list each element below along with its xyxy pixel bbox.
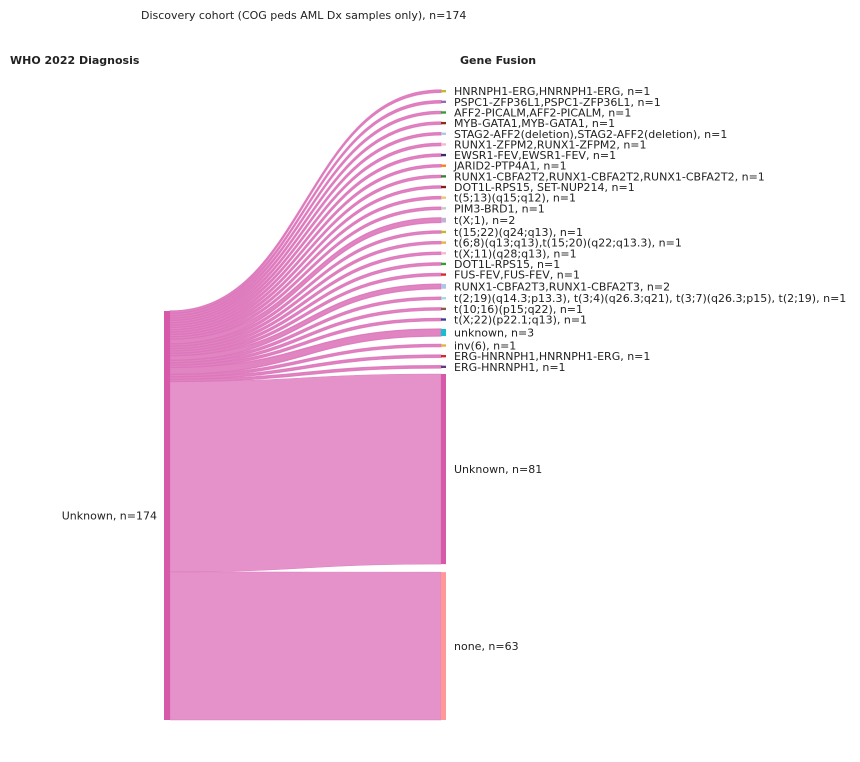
link-dot1l-rps15-set-nup214 (169, 185, 442, 336)
node-t-10-16-p15-q22-20 (441, 307, 446, 311)
node-t-5-13-q15-q12-10 (441, 196, 446, 199)
target-label-pim3-brd1-11: PIM3-BRD1, n=1 (454, 202, 545, 215)
target-label-erg-hnrnph1-25: ERG-HNRNPH1, n=1 (454, 361, 566, 374)
source-label: Unknown, n=174 (62, 510, 157, 523)
link-hnrnph1-erg-hnrnph1-erg (169, 89, 442, 314)
right-column-header: Gene Fusion (460, 54, 537, 67)
target-label-t-15-22-q24-q13-13: t(15;22)(q24;q13), n=1 (454, 226, 583, 239)
link-runx1-zfpm2-runx1-zfpm2 (169, 142, 442, 326)
target-label-t-5-13-q15-q12-10: t(5;13)(q15;q12), n=1 (454, 192, 576, 205)
target-label-jarid2-ptp4a1-7: JARID2-PTP4A1, n=1 (453, 160, 567, 173)
target-label-runx1-cbfa2t3-runx1-cbfa2t3-18: RUNX1-CBFA2T3,RUNX1-CBFA2T3, n=2 (454, 280, 670, 293)
node-t-x-22-p22-1-q13-21 (441, 318, 446, 321)
node-aff2-picalm-aff2-picalm-2 (441, 111, 446, 114)
target-label-t-x-1-12: t(X;1), n=2 (454, 214, 515, 227)
target-label-pspc1-zfp36l1-pspc1-zfp36l1-1: PSPC1-ZFP36L1,PSPC1-ZFP36L1, n=1 (454, 96, 661, 109)
target-label-hnrnph1-erg-hnrnph1-erg-0: HNRNPH1-ERG,HNRNPH1-ERG, n=1 (454, 85, 650, 98)
node-none-27 (441, 572, 446, 720)
target-label-t-2-19-q14-3-p13-3-t-3-4-q26-3-q21-t-3-7-q26-3-p15-t-2-19-19: t(2;19)(q14.3;p13.3), t(3;4)(q26.3;q21),… (454, 292, 846, 305)
node-stag2-aff2-deletion-stag2-aff2-deletion-4 (441, 132, 446, 135)
node-hnrnph1-erg-hnrnph1-erg-0 (441, 90, 446, 93)
target-label-runx1-cbfa2t2-runx1-cbfa2t2-runx1-cbfa2t2-8: RUNX1-CBFA2T2,RUNX1-CBFA2T2,RUNX1-CBFA2T… (454, 170, 765, 183)
target-label-inv-6-23: inv(6), n=1 (454, 340, 516, 353)
sankey-links (169, 89, 442, 721)
node-t-x-1-12 (441, 217, 446, 223)
node-t-6-8-q13-q13-t-15-20-q22-q13-3-14 (441, 241, 446, 244)
node-jarid2-ptp4a1-7 (441, 164, 446, 167)
link-none (169, 571, 442, 721)
target-label-fus-fev-fus-fev-17: FUS-FEV,FUS-FEV, n=1 (454, 269, 580, 282)
link-runx1-cbfa2t2-runx1-cbfa2t2-runx1-cbfa2t2 (169, 174, 442, 333)
link-ewsr1-fev-ewsr1-fev (169, 153, 442, 329)
chart-title: Discovery cohort (COG peds AML Dx sample… (141, 9, 467, 22)
link-t-x-1 (169, 217, 442, 345)
node-inv-6-23 (441, 344, 446, 347)
node-erg-hnrnph1-hnrnph1-erg-24 (441, 354, 446, 358)
target-label-aff2-picalm-aff2-picalm-2: AFF2-PICALM,AFF2-PICALM, n=1 (454, 106, 631, 119)
target-label-myb-gata1-myb-gata1-3: MYB-GATA1,MYB-GATA1, n=1 (454, 117, 615, 130)
node-ewsr1-fev-ewsr1-fev-6 (441, 153, 446, 157)
link-t-6-8-q13-q13-t-15-20-q22-q13-3 (169, 240, 442, 350)
link-jarid2-ptp4a1 (169, 163, 442, 331)
node-dot1l-rps15-set-nup214-9 (441, 185, 446, 189)
node-unknown-22 (441, 328, 446, 337)
node-pspc1-zfp36l1-pspc1-zfp36l1-1 (441, 100, 446, 104)
target-label-t-x-11-q28-q13-15: t(X;11)(q28;q13), n=1 (454, 247, 577, 260)
node-t-x-11-q28-q13-15 (441, 252, 446, 255)
target-label-runx1-zfpm2-runx1-zfpm2-5: RUNX1-ZFPM2,RUNX1-ZFPM2, n=1 (454, 138, 647, 151)
link-t-2-19-q14-3-p13-3-t-3-4-q26-3-q21-t-3-7-q26-3-p15-t-2-19 (169, 296, 442, 364)
node-fus-fev-fus-fev-17 (441, 273, 446, 276)
node-t-2-19-q14-3-p13-3-t-3-4-q26-3-q21-t-3-7-q26-3-p15-t-2-19-19 (441, 297, 446, 300)
link-unknown (169, 373, 442, 573)
link-runx1-cbfa2t3-runx1-cbfa2t3 (169, 283, 442, 361)
node-t-15-22-q24-q13-13 (441, 230, 446, 234)
node-runx1-zfpm2-runx1-zfpm2-5 (441, 143, 446, 146)
target-label-t-6-8-q13-q13-t-15-20-q22-q13-3-14: t(6;8)(q13;q13),t(15;20)(q22;q13.3), n=1 (454, 237, 682, 250)
node-myb-gata1-myb-gata1-3 (441, 121, 446, 125)
left-column-header: WHO 2022 Diagnosis (10, 54, 140, 67)
sankey-nodes (164, 90, 446, 720)
link-t-15-22-q24-q13 (169, 230, 442, 347)
target-label-unknown-26: Unknown, n=81 (454, 463, 542, 476)
node-runx1-cbfa2t2-runx1-cbfa2t2-runx1-cbfa2t2-8 (441, 175, 446, 178)
target-label-dot1l-rps15-16: DOT1L-RPS15, n=1 (454, 258, 560, 271)
target-label-t-10-16-p15-q22-20: t(10;16)(p15;q22), n=1 (454, 303, 583, 316)
target-label-t-x-22-p22-1-q13-21: t(X;22)(p22.1;q13), n=1 (454, 314, 587, 327)
node-unknown-26 (441, 374, 446, 565)
node-dot1l-rps15-16 (441, 262, 446, 266)
node-erg-hnrnph1-25 (441, 365, 446, 368)
target-label-stag2-aff2-deletion-stag2-aff2-deletion-4: STAG2-AFF2(deletion),STAG2-AFF2(deletion… (454, 128, 727, 141)
target-label-dot1l-rps15-set-nup214-9: DOT1L-RPS15, SET-NUP214, n=1 (454, 181, 635, 194)
node-source-unknown (164, 311, 170, 720)
target-label-unknown-22: unknown, n=3 (454, 327, 534, 340)
node-runx1-cbfa2t3-runx1-cbfa2t3-18 (441, 284, 446, 289)
target-label-erg-hnrnph1-hnrnph1-erg-24: ERG-HNRNPH1,HNRNPH1-ERG, n=1 (454, 350, 650, 363)
sankey-labels: Unknown, n=174 HNRNPH1-ERG,HNRNPH1-ERG, n… (62, 85, 847, 653)
target-label-ewsr1-fev-ewsr1-fev-6: EWSR1-FEV,EWSR1-FEV, n=1 (454, 149, 616, 162)
node-pim3-brd1-11 (441, 207, 446, 210)
target-label-none-27: none, n=63 (454, 640, 519, 653)
